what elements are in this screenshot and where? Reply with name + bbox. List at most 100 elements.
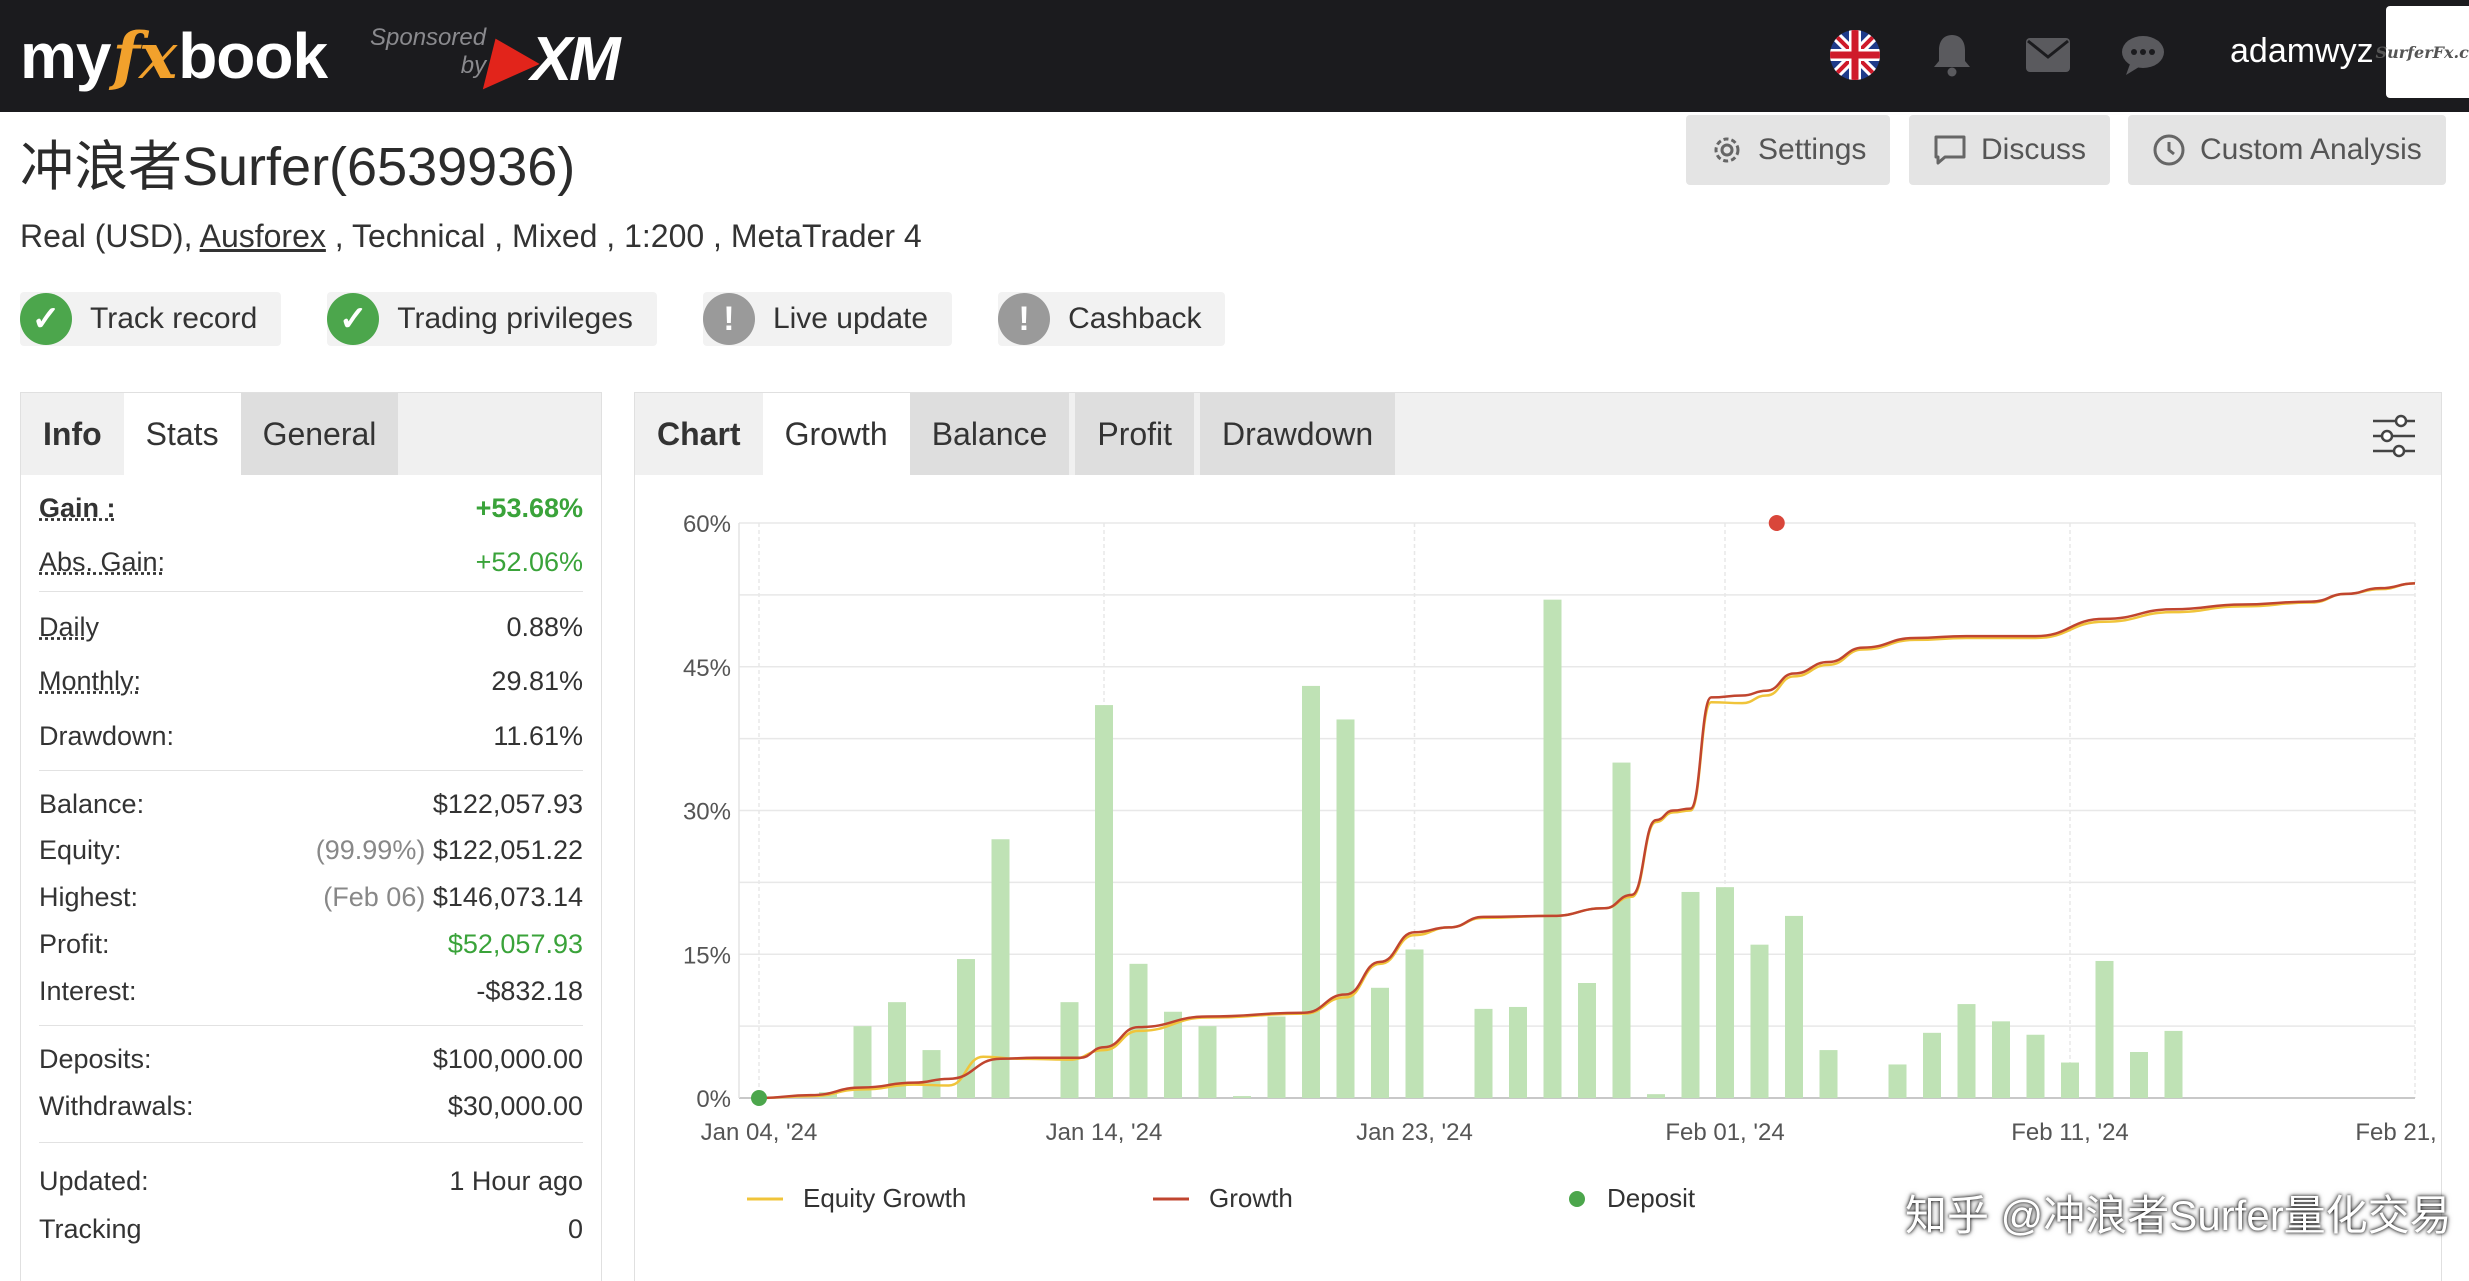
stat-value: 29.81% (491, 665, 583, 696)
avatar[interactable]: SurferFx.com (2376, 6, 2469, 98)
daily-bar[interactable] (2164, 1030, 2183, 1098)
daily-bar[interactable] (1888, 1064, 1907, 1098)
daily-bar[interactable] (1164, 1011, 1182, 1098)
chart-options-icon[interactable] (2369, 411, 2419, 461)
tab-info[interactable]: Info (43, 415, 102, 452)
daily-bar[interactable] (1060, 1002, 1079, 1098)
daily-bar[interactable] (1819, 1050, 1838, 1098)
stats-panel: Info Stats General Gain : +53.68% Abs. G… (20, 392, 602, 1281)
clock-icon (2153, 134, 2185, 166)
stat-value: 1 Hour ago (449, 1165, 583, 1196)
daily-bar[interactable] (1647, 1094, 1665, 1098)
y-tick-label: 30% (683, 799, 731, 826)
settings-button[interactable]: Settings (1686, 115, 1891, 185)
by-line: by (460, 52, 487, 79)
daily-bar[interactable] (1371, 987, 1389, 1098)
chat-icon[interactable] (2116, 28, 2170, 82)
daily-bar[interactable] (1233, 1096, 1251, 1098)
tab-stats[interactable]: Stats (123, 393, 241, 475)
daily-bar[interactable] (1957, 1004, 1976, 1098)
tab-chart[interactable]: Chart (657, 415, 741, 452)
daily-bar[interactable] (1923, 1032, 1941, 1098)
daily-bar[interactable] (888, 1002, 906, 1098)
x-tick-label: Jan 04, '24 (701, 1119, 818, 1146)
stat-label[interactable]: Daily (39, 611, 100, 642)
myfxbook-logo[interactable]: my fx book (20, 14, 328, 98)
daily-bar[interactable] (1716, 887, 1734, 1098)
stat-label[interactable]: Monthly: (39, 665, 142, 696)
highest-date: (Feb 06) (323, 882, 426, 912)
daily-bar[interactable] (1095, 705, 1113, 1098)
badge-cashback[interactable]: ! Cashback (998, 292, 1226, 346)
discuss-button[interactable]: Discuss (1909, 115, 2111, 185)
page-title: 冲浪者Surfer(6539936) (20, 137, 576, 197)
exclamation-icon: ! (998, 293, 1051, 345)
uk-flag-icon[interactable] (1828, 28, 1882, 82)
settings-label: Settings (1758, 133, 1867, 166)
discuss-label: Discuss (1981, 133, 2087, 166)
stat-balance: Balance: $122,057.93 (39, 771, 583, 827)
daily-bar[interactable] (1198, 1026, 1217, 1098)
logo-book: book (178, 20, 328, 92)
tab-drawdown[interactable]: Drawdown (1200, 393, 1396, 475)
account-type: Real (USD), (20, 218, 200, 254)
daily-bar[interactable] (1612, 762, 1631, 1098)
stat-value: $100,000.00 (432, 1043, 583, 1074)
chart-ticks: 0% 15% 30% 45% 60% Jan 04, '24 Jan 14, '24 Jan … (683, 511, 2441, 1146)
daily-bar[interactable] (2130, 1052, 2148, 1098)
deposit-point[interactable] (751, 1090, 767, 1106)
legend-label: Equity Growth (803, 1183, 967, 1213)
daily-bar[interactable] (1681, 891, 1700, 1098)
highlight-point[interactable] (1768, 515, 1785, 531)
series-line-growth[interactable] (758, 582, 2416, 1100)
stat-value: 0 (567, 1213, 583, 1244)
daily-bar[interactable] (1750, 944, 1769, 1098)
daily-bar[interactable] (1474, 1008, 1493, 1098)
xm-sponsor-logo[interactable]: ▶XM (486, 25, 621, 94)
tab-general[interactable]: General (240, 393, 399, 475)
daily-bar[interactable] (1267, 1016, 1286, 1098)
tab-growth[interactable]: Growth (762, 393, 910, 475)
mail-icon[interactable] (2021, 28, 2075, 82)
stat-label: Interest: (39, 976, 137, 1006)
stat-label[interactable]: Abs. Gain: (39, 546, 166, 577)
daily-bar[interactable] (1302, 685, 1320, 1098)
daily-bar[interactable] (1509, 1006, 1527, 1098)
daily-bar[interactable] (1405, 949, 1424, 1098)
custom-analysis-button[interactable]: Custom Analysis (2128, 115, 2446, 185)
legend-growth[interactable]: Growth (1153, 1183, 1293, 1214)
legend-equity-growth[interactable]: Equity Growth (747, 1183, 966, 1214)
stat-label[interactable]: Gain : (39, 492, 116, 523)
daily-bar[interactable] (2026, 1034, 2045, 1098)
stat-drawdown: Drawdown: 11.61% (39, 710, 583, 762)
daily-bar[interactable] (991, 839, 1010, 1098)
stat-abs-gain: Abs. Gain: +52.06% (39, 533, 583, 591)
daily-bar[interactable] (2095, 960, 2114, 1098)
badge-trading-privileges[interactable]: ✓ Trading privileges (327, 292, 657, 346)
badge-label: Live update (772, 302, 929, 335)
tab-profit[interactable]: Profit (1075, 393, 1195, 475)
legend-deposit[interactable]: Deposit (1567, 1183, 1695, 1214)
daily-bar[interactable] (2061, 1062, 2079, 1098)
daily-bar[interactable] (1785, 915, 1803, 1098)
daily-bar[interactable] (853, 1026, 872, 1098)
account-subtitle: Real (USD), Ausforex , Technical , Mixed… (20, 218, 922, 255)
stat-value: $122,057.93 (432, 788, 583, 819)
tab-balance[interactable]: Balance (909, 393, 1070, 475)
daily-bar[interactable] (1543, 599, 1562, 1098)
daily-bar[interactable] (1578, 983, 1596, 1098)
username-link[interactable]: adamwyz (2230, 32, 2374, 70)
growth-chart: 0% 15% 30% 45% 60% Jan 04, '24 Jan 14, '24 Jan … (683, 511, 2441, 1146)
chart-panel: Chart Growth Balance Profit Drawdown 0% 1… (634, 392, 2442, 1281)
broker-link[interactable]: Ausforex (199, 218, 326, 254)
bell-icon[interactable] (1925, 28, 1979, 82)
daily-bar[interactable] (1992, 1021, 2010, 1098)
daily-bar[interactable] (1336, 719, 1355, 1098)
badge-track-record[interactable]: ✓ Track record (20, 292, 282, 346)
stat-label: Balance: (39, 788, 145, 819)
badge-live-update[interactable]: ! Live update (702, 292, 953, 346)
equity-percent: (99.99%) (315, 835, 426, 865)
daily-bar[interactable] (922, 1050, 941, 1098)
x-tick-label: Feb 11, '24 (2011, 1119, 2129, 1146)
stat-value: $122,051.22 (432, 835, 583, 865)
